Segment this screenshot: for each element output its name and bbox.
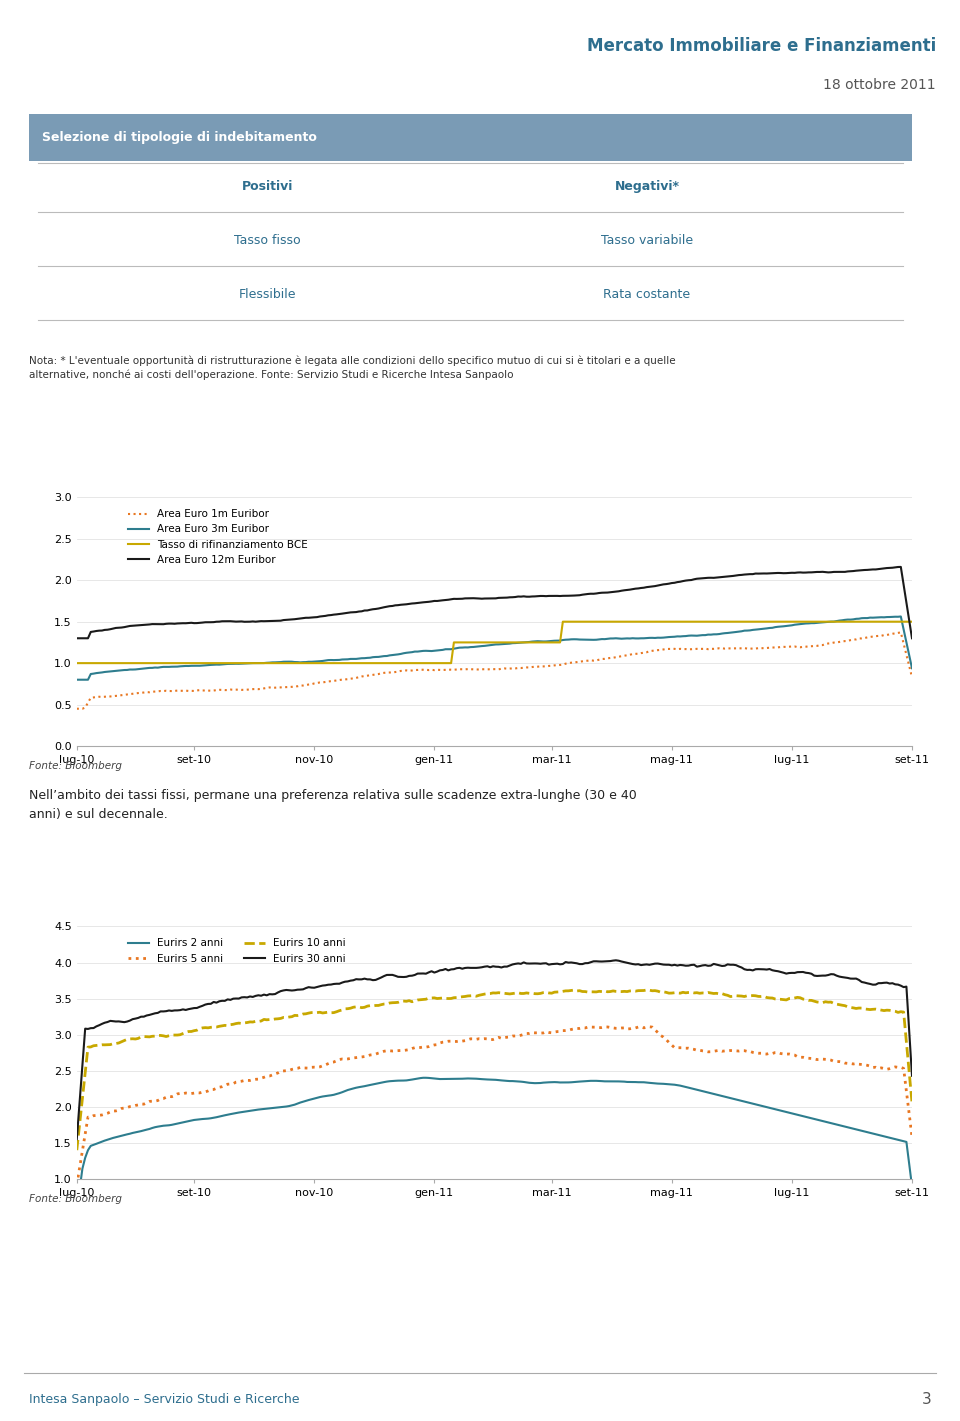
Text: 18 ottobre 2011: 18 ottobre 2011 [824,78,936,92]
Text: Tasso variabile: Tasso variabile [601,234,693,247]
Legend: Area Euro 1m Euribor, Area Euro 3m Euribor, Tasso di rifinanziamento BCE, Area E: Area Euro 1m Euribor, Area Euro 3m Eurib… [124,504,312,568]
Text: 3: 3 [922,1393,931,1407]
Legend: Eurirs 2 anni, Eurirs 5 anni, Eurirs 10 anni, Eurirs 30 anni: Eurirs 2 anni, Eurirs 5 anni, Eurirs 10 … [124,934,350,968]
Text: Nota: * L'eventuale opportunità di ristrutturazione è legata alle condizioni del: Nota: * L'eventuale opportunità di ristr… [29,355,676,381]
Text: Intesa Sanpaolo – Servizio Studi e Ricerche: Intesa Sanpaolo – Servizio Studi e Ricer… [29,1393,300,1405]
Text: I tassi Euribor e il tasso di rifinanziamento della BCE: I tassi Euribor e il tasso di rifinanzia… [39,459,407,473]
Bar [29,114,912,161]
Text: Flessibile: Flessibile [238,287,296,301]
Text: Fonte: Bloomberg: Fonte: Bloomberg [29,760,122,772]
Text: Tasso fisso: Tasso fisso [234,234,300,247]
Text: I tassi swap (EURIRS): I tassi swap (EURIRS) [39,888,189,902]
Text: Rata costante: Rata costante [604,287,690,301]
Text: Fonte: Bloomberg: Fonte: Bloomberg [29,1194,122,1205]
Text: Negativi*: Negativi* [614,180,680,193]
Text: Nell’ambito dei tassi fissi, permane una preferenza relativa sulle scadenze extr: Nell’ambito dei tassi fissi, permane una… [29,789,636,821]
Text: Selezione di tipologie di indebitamento: Selezione di tipologie di indebitamento [42,131,317,144]
Text: Positivi: Positivi [242,180,293,193]
Text: Mercato Immobiliare e Finanziamenti: Mercato Immobiliare e Finanziamenti [587,37,936,55]
